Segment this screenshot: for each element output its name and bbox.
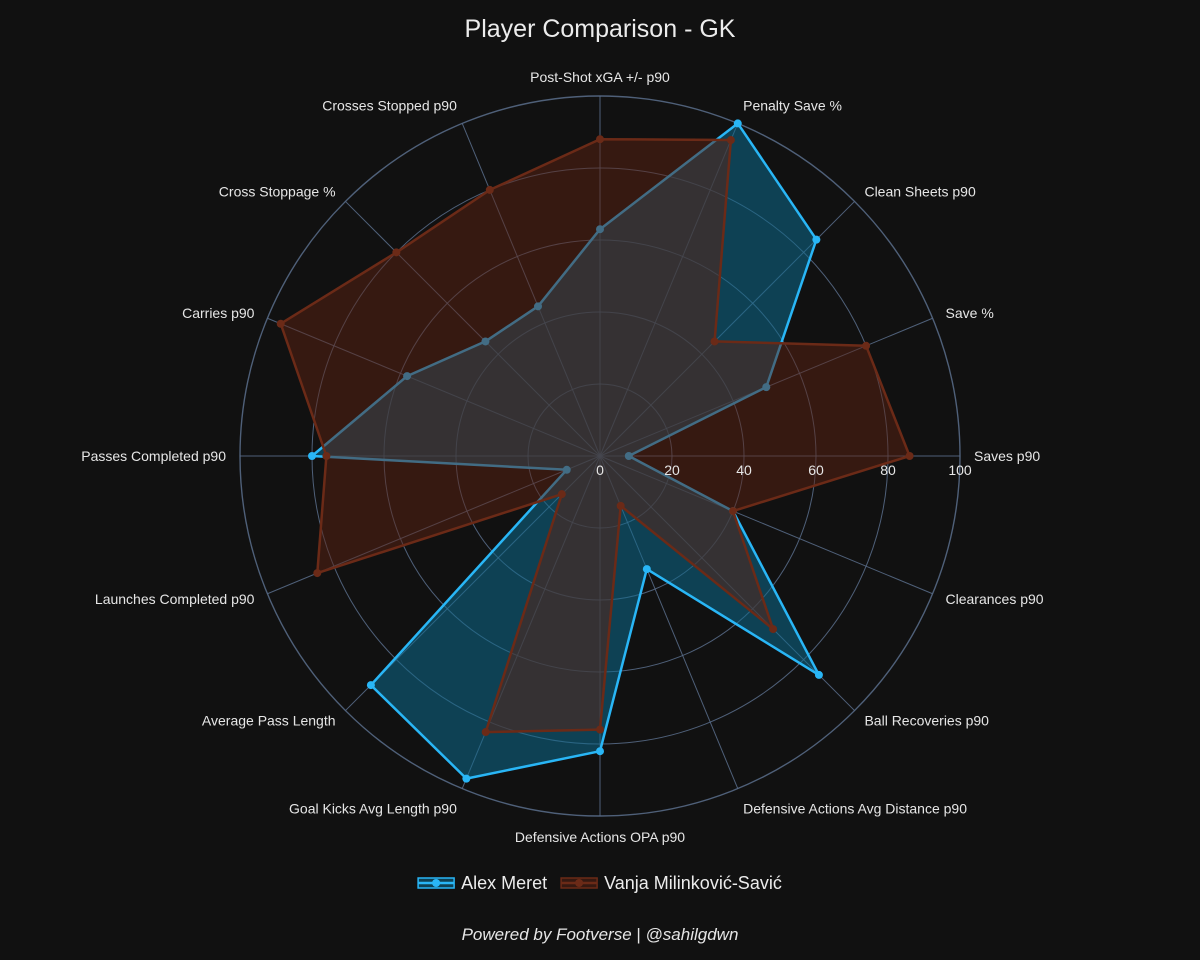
footer-credit: Powered by Footverse | @sahilgdwn bbox=[462, 925, 739, 944]
series-area bbox=[279, 137, 911, 734]
axis-label: Passes Completed p90 bbox=[81, 448, 226, 464]
series-point bbox=[366, 681, 375, 690]
chart-title: Player Comparison - GK bbox=[465, 15, 736, 43]
series-point bbox=[308, 452, 316, 460]
legend-label: Vanja Milinković-Savić bbox=[604, 873, 782, 893]
series-point bbox=[616, 501, 625, 510]
series-point bbox=[313, 569, 322, 578]
series-point bbox=[814, 670, 823, 679]
footer-separator: | bbox=[632, 925, 646, 944]
radar-series bbox=[276, 119, 914, 783]
series-point bbox=[812, 235, 821, 244]
series-point bbox=[392, 248, 401, 257]
series-point bbox=[485, 185, 494, 194]
axis-label: Cross Stoppage % bbox=[219, 184, 336, 200]
footer-handle: @sahilgdwn bbox=[646, 925, 739, 944]
series-point bbox=[905, 452, 914, 460]
legend-marker bbox=[575, 879, 584, 887]
series-point bbox=[276, 319, 285, 328]
axis-label: Clearances p90 bbox=[946, 591, 1044, 607]
radial-tick-label: 20 bbox=[664, 462, 680, 478]
radial-tick-label: 40 bbox=[736, 462, 752, 478]
axis-label: Goal Kicks Avg Length p90 bbox=[289, 801, 457, 817]
radial-tick-label: 100 bbox=[948, 462, 972, 478]
axis-labels: Saves p90 Save % Clean Sheets p90 Penalty S… bbox=[81, 69, 1044, 845]
radial-tick-label: 0 bbox=[596, 462, 604, 478]
series-point bbox=[726, 136, 735, 145]
series-point bbox=[557, 490, 566, 499]
series-1 bbox=[276, 135, 914, 737]
series-point bbox=[596, 725, 604, 734]
axis-label: Clean Sheets p90 bbox=[864, 184, 976, 200]
axis-label: Saves p90 bbox=[974, 448, 1040, 464]
series-point bbox=[769, 625, 778, 634]
legend-label: Alex Meret bbox=[461, 873, 547, 893]
series-point bbox=[462, 774, 471, 783]
radial-ticks: 0 20 40 60 80 100 bbox=[596, 462, 972, 478]
series-point bbox=[596, 135, 604, 144]
axis-label: Crosses Stopped p90 bbox=[322, 97, 457, 113]
series-point bbox=[733, 119, 742, 128]
legend-marker bbox=[432, 879, 441, 887]
axis-label: Penalty Save % bbox=[743, 97, 842, 113]
series-point bbox=[322, 452, 331, 460]
series-point bbox=[862, 341, 871, 350]
axis-label: Launches Completed p90 bbox=[95, 591, 255, 607]
series-point bbox=[596, 747, 604, 756]
axis-label: Average Pass Length bbox=[202, 712, 336, 728]
radial-tick-label: 80 bbox=[880, 462, 896, 478]
axis-label: Defensive Actions OPA p90 bbox=[515, 829, 685, 845]
legend: Alex Meret Vanja Milinković-Savić bbox=[417, 873, 782, 893]
series-point bbox=[729, 507, 738, 516]
series-point bbox=[710, 337, 719, 346]
legend-item-0: Alex Meret bbox=[417, 873, 547, 893]
series-point bbox=[642, 565, 651, 574]
axis-label: Post-Shot xGA +/- p90 bbox=[530, 69, 670, 85]
axis-label: Defensive Actions Avg Distance p90 bbox=[743, 801, 967, 817]
series-point bbox=[481, 728, 490, 737]
axis-label: Save % bbox=[946, 305, 994, 321]
footer-prefix: Powered by Footverse bbox=[462, 925, 632, 944]
radial-tick-label: 60 bbox=[808, 462, 824, 478]
axis-label: Ball Recoveries p90 bbox=[864, 712, 989, 728]
axis-label: Carries p90 bbox=[182, 305, 255, 321]
legend-item-1: Vanja Milinković-Savić bbox=[560, 873, 782, 893]
